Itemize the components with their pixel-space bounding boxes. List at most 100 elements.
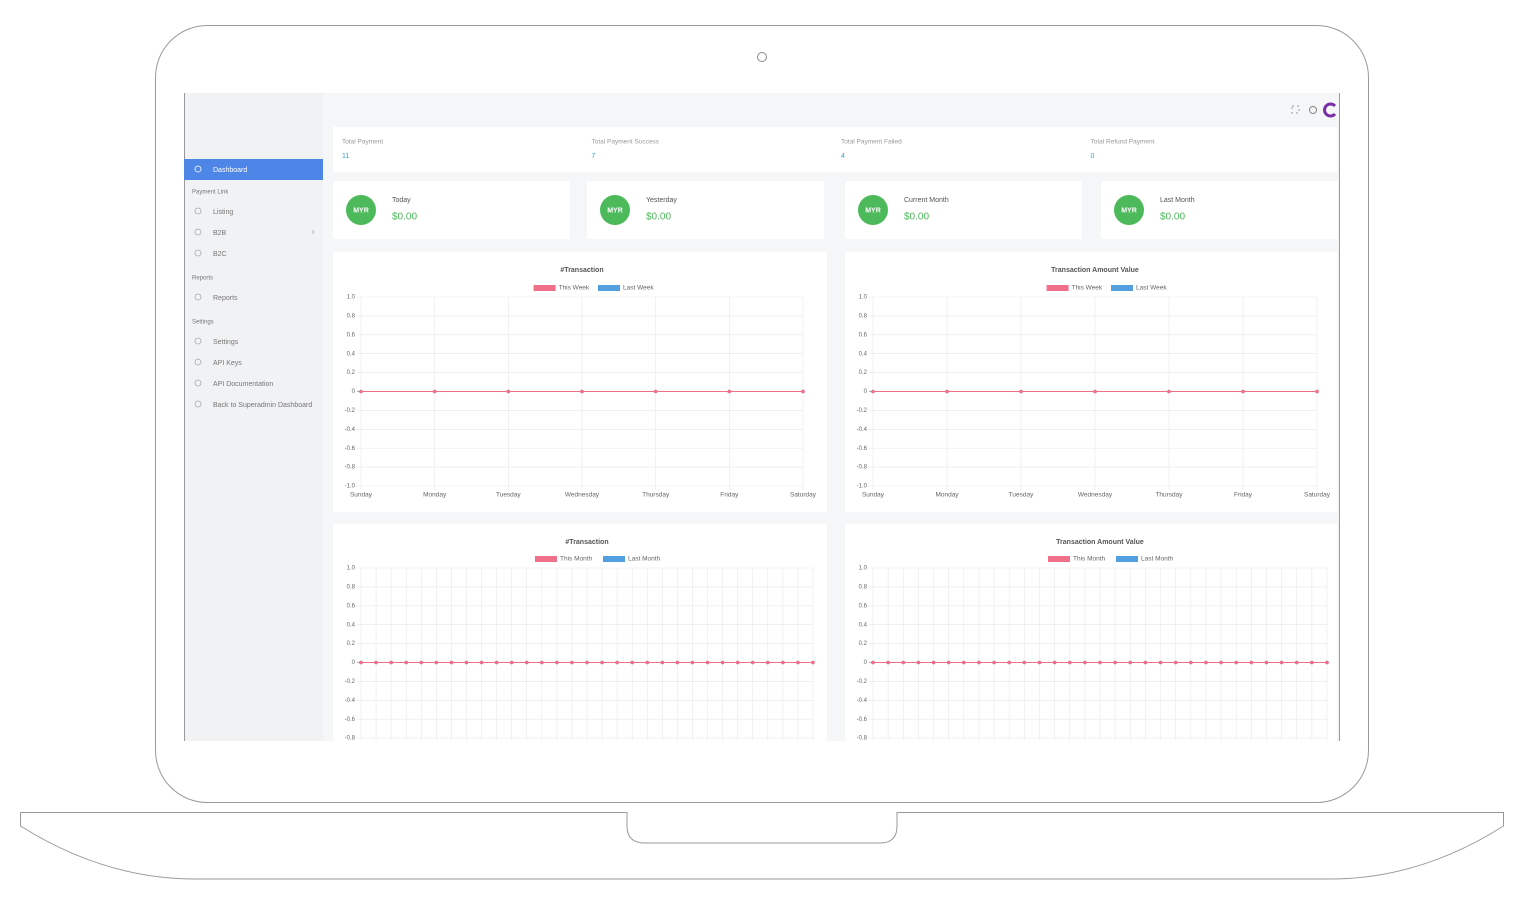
y-tick-label: 0.6 bbox=[347, 603, 356, 609]
data-point bbox=[1234, 660, 1238, 665]
data-point bbox=[720, 660, 725, 665]
nav-item[interactable]: API Documentation bbox=[213, 381, 273, 388]
card-amount: $0.00 bbox=[904, 212, 929, 223]
logo bbox=[1323, 102, 1337, 118]
legend-label: This Month bbox=[560, 556, 593, 563]
data-point bbox=[1167, 389, 1171, 394]
card-amount: $0.00 bbox=[392, 212, 417, 223]
data-point bbox=[901, 660, 906, 665]
y-tick-label: 1.0 bbox=[347, 295, 356, 301]
data-point bbox=[389, 660, 393, 665]
data-point bbox=[432, 389, 437, 394]
nav-item[interactable]: B2B bbox=[213, 230, 227, 237]
stat-label: Total Payment bbox=[342, 139, 383, 146]
currency-badge-text: MYR bbox=[1121, 207, 1137, 214]
settings-icon[interactable] bbox=[1309, 106, 1317, 114]
legend-label: Last Week bbox=[1136, 285, 1167, 292]
data-point bbox=[1128, 660, 1133, 665]
y-tick-label: -0.4 bbox=[857, 698, 868, 704]
nav-item[interactable]: API Keys bbox=[213, 360, 242, 367]
legend-swatch bbox=[535, 556, 557, 562]
data-point bbox=[374, 660, 378, 665]
data-point bbox=[359, 660, 363, 665]
data-point bbox=[886, 660, 890, 665]
data-point bbox=[1173, 660, 1178, 665]
x-tick-label: Tuesday bbox=[1009, 492, 1034, 499]
nav-section-title: Reports bbox=[192, 276, 213, 282]
data-point bbox=[705, 660, 710, 665]
data-point bbox=[1325, 660, 1329, 665]
currency-badge bbox=[1114, 195, 1144, 225]
y-tick-label: 0.8 bbox=[859, 313, 868, 319]
chevron bbox=[311, 229, 315, 235]
data-point bbox=[1264, 660, 1269, 665]
data-point bbox=[1315, 389, 1319, 394]
x-tick-label: Monday bbox=[935, 492, 959, 499]
nav-item[interactable]: Back to Superadmin Dashboard bbox=[213, 402, 312, 409]
nav-section-title: Settings bbox=[192, 320, 214, 326]
chart-title: #Transaction bbox=[565, 539, 608, 546]
chart-card bbox=[845, 252, 1337, 512]
data-point bbox=[600, 660, 604, 665]
y-tick-label: 0.2 bbox=[859, 641, 868, 647]
nav-item[interactable]: Reports bbox=[213, 295, 238, 302]
screen: Dashboard Payment Link Listing B2B B2C Report… bbox=[184, 93, 1340, 741]
data-point bbox=[1052, 660, 1057, 665]
data-point bbox=[585, 660, 589, 665]
nav-icon bbox=[194, 400, 202, 408]
x-tick-label: Thursday bbox=[642, 492, 670, 499]
y-tick-label: 0.4 bbox=[347, 622, 356, 628]
data-point bbox=[434, 660, 439, 665]
data-point bbox=[630, 660, 634, 665]
x-tick-label: Tuesday bbox=[496, 492, 521, 499]
card-amount: $0.00 bbox=[1160, 212, 1185, 223]
y-tick-label: 1.0 bbox=[859, 566, 868, 572]
nav-item[interactable]: B2C bbox=[213, 251, 227, 258]
legend-label: Last Week bbox=[623, 285, 654, 292]
data-point bbox=[1189, 660, 1193, 665]
active-item-bg[interactable] bbox=[184, 159, 323, 180]
nav-icon bbox=[194, 358, 202, 366]
nav-item[interactable]: Listing bbox=[213, 209, 233, 216]
data-point bbox=[359, 389, 363, 394]
data-point bbox=[992, 660, 996, 665]
data-point bbox=[419, 660, 424, 665]
x-tick-label: Sunday bbox=[862, 492, 885, 499]
data-point bbox=[653, 389, 658, 394]
data-point bbox=[916, 660, 921, 665]
y-tick-label: -1.0 bbox=[345, 484, 356, 490]
nav-icon bbox=[194, 337, 202, 345]
data-point bbox=[449, 660, 454, 665]
sidebar bbox=[184, 93, 323, 741]
stat-label: Total Payment Failed bbox=[841, 139, 902, 146]
y-tick-label: -0.2 bbox=[857, 679, 868, 685]
y-tick-label: 0.8 bbox=[347, 584, 356, 590]
data-point bbox=[479, 660, 484, 665]
legend-label: Last Month bbox=[1141, 556, 1174, 563]
nav-icon bbox=[194, 207, 202, 215]
y-tick-label: 0.2 bbox=[859, 370, 868, 376]
y-tick-label: -0.2 bbox=[345, 679, 356, 685]
chart-card bbox=[333, 524, 827, 741]
data-point bbox=[801, 389, 805, 394]
nav-item-active[interactable]: Dashboard bbox=[213, 167, 247, 174]
data-point bbox=[871, 389, 875, 394]
nav-item[interactable]: Settings bbox=[213, 339, 239, 346]
data-point bbox=[962, 660, 966, 665]
legend-swatch bbox=[1111, 285, 1133, 291]
laptop-base bbox=[20, 812, 1504, 880]
nav-section-title: Payment Link bbox=[192, 190, 229, 196]
fullscreen-icon[interactable] bbox=[1291, 105, 1300, 114]
data-point bbox=[1204, 660, 1208, 665]
legend-swatch bbox=[1048, 556, 1070, 562]
y-tick-label: -0.6 bbox=[857, 446, 868, 452]
chart-panel: #Transaction 1.0 0.8 0.6 0.4 0.2 0 -0.2 -0.4 -0.6… bbox=[333, 252, 827, 512]
y-tick-label: 0.8 bbox=[347, 313, 356, 319]
data-point bbox=[404, 660, 409, 665]
legend-swatch bbox=[598, 285, 620, 291]
data-point bbox=[766, 660, 770, 665]
y-tick-label: 0 bbox=[864, 660, 868, 666]
data-point bbox=[946, 660, 951, 665]
y-tick-label: 0 bbox=[352, 660, 356, 666]
y-tick-label: -0.6 bbox=[345, 446, 356, 452]
